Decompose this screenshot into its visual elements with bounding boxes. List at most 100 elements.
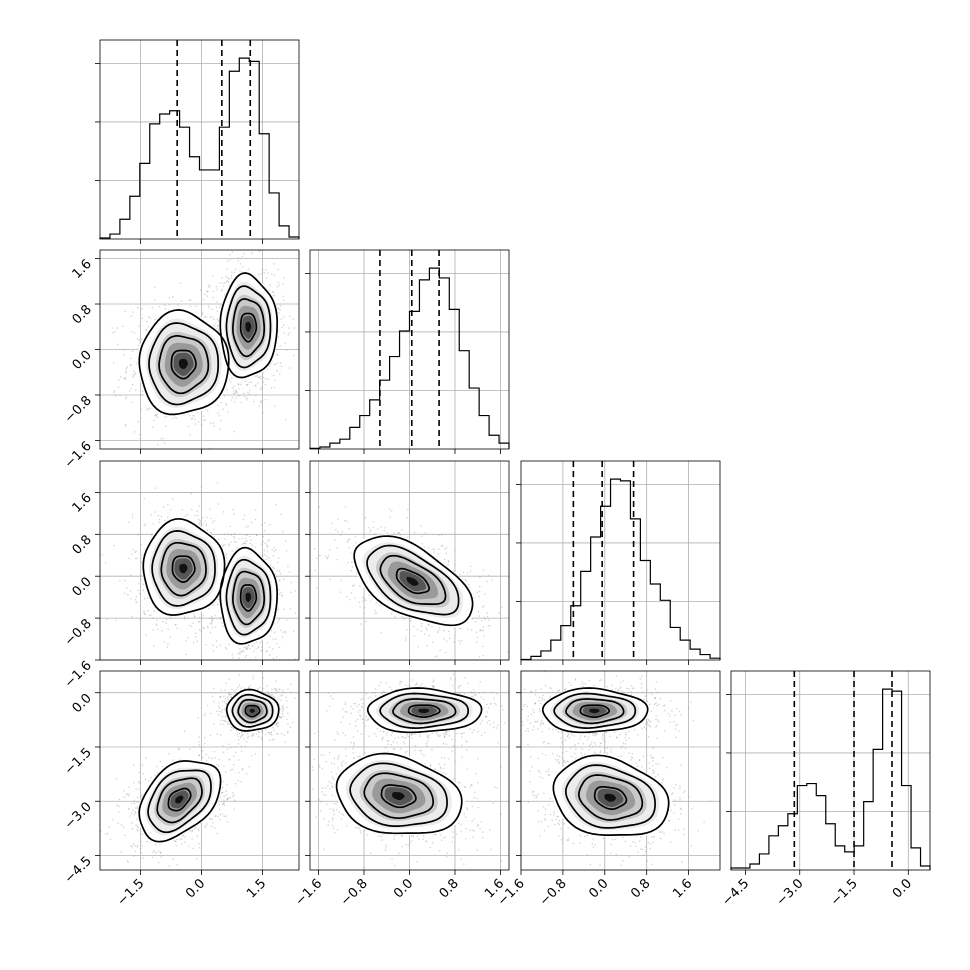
contour-line [156,777,203,824]
contour-line [578,774,644,821]
y-tick-label: 0.8 [70,302,95,327]
density-fill [178,358,188,370]
x-tick-label: −4.5 [719,876,752,909]
histogram-step [730,688,931,870]
scatter-panel-0-2 [99,460,300,661]
contour-line [363,772,435,820]
contour-line [138,760,222,843]
y-tick-label: −4.5 [62,854,95,887]
contour-line [170,349,197,380]
contour-line [392,698,457,725]
panel-frame [99,460,300,661]
x-tick-label: 1.6 [670,876,695,901]
panel-content [101,482,297,660]
x-tick-label: −3.0 [774,876,807,909]
density-fill [406,576,419,586]
x-tick-label: 1.5 [244,876,269,901]
contour-line [395,567,431,595]
y-tick-label: −1.5 [62,745,95,778]
contour-line [171,555,196,583]
scatter-panel-2-3 [520,670,721,871]
scatter-panel-1-2 [309,460,510,661]
panel-frame [99,670,300,871]
panel-frame [520,460,721,661]
histogram-panel-0 [95,39,300,240]
contour-line [237,698,268,724]
y-tick-label: 0.0 [70,348,95,373]
panel-frame [730,670,931,871]
contour-line [219,546,279,645]
density-fill [245,321,252,333]
panel-content [111,250,296,449]
contour-line [379,692,470,729]
histogram-step [520,478,721,661]
x-tick-label: −0.8 [338,876,371,909]
contour-line [147,769,212,834]
x-tick-label: 0.0 [183,876,208,901]
y-tick-label: 0.8 [70,533,95,558]
contour-line [239,584,258,612]
y-tick-label: −0.8 [62,616,95,649]
density-fill [392,792,405,800]
y-tick-label: −0.8 [62,393,95,426]
contour-line [565,698,625,725]
panel-frame [99,39,300,240]
contour-line [138,309,230,416]
contour-line [553,692,637,729]
y-tick-label: 1.6 [70,491,95,516]
panel-content [100,674,296,870]
y-tick-label: −1.6 [62,439,95,472]
contour-line [593,785,628,810]
density-fill [418,708,430,714]
histogram-panel-1 [305,249,510,450]
x-tick-label: 0.0 [586,876,611,901]
x-tick-label: −1.5 [115,876,148,909]
contour-line [225,558,272,636]
x-tick-label: 0.8 [628,876,653,901]
contour-line [541,687,649,734]
y-tick-label: 0.0 [70,691,95,716]
x-tick-label: 0.0 [890,876,915,901]
contour-line [366,544,460,616]
y-tick-label: 0.0 [70,574,95,599]
contour-line [232,570,266,626]
y-tick-label: 1.6 [70,257,95,282]
contour-line [564,764,656,829]
x-tick-label: −0.8 [537,876,570,909]
panel-frame [520,670,721,871]
contour-line [167,787,192,812]
contour-line [231,693,274,728]
contour-line [148,322,220,406]
density-fill [175,795,184,804]
contour-line [142,517,226,616]
contour-line [380,784,417,809]
y-tick-label: −1.6 [62,658,95,691]
scatter-panel-0-1 [99,249,300,450]
contour-line [579,704,611,718]
contour-line [225,285,272,369]
density-fill [249,708,255,713]
y-tick-label: −3.0 [62,799,95,832]
contour-line [239,312,258,343]
histogram-step [309,267,510,450]
scatter-panel-1-3 [309,670,510,871]
contour-line [349,762,448,827]
panel-content [310,673,509,868]
density-fill [245,592,252,603]
x-tick-label: 0.0 [391,876,416,901]
scatter-panel-0-3 [99,670,300,871]
density-fill [179,563,188,574]
contour-line [335,752,463,835]
histogram-step [99,57,300,239]
contour-line [158,335,210,395]
contour-line [353,535,474,627]
contour-line [552,754,670,836]
contour-line [225,688,280,732]
contour-line [160,541,207,597]
contour-line [379,554,447,605]
x-tick-label: −1.6 [292,876,325,909]
contour-line [232,298,266,358]
contour-line [244,704,261,718]
histogram-panel-3 [726,670,931,871]
